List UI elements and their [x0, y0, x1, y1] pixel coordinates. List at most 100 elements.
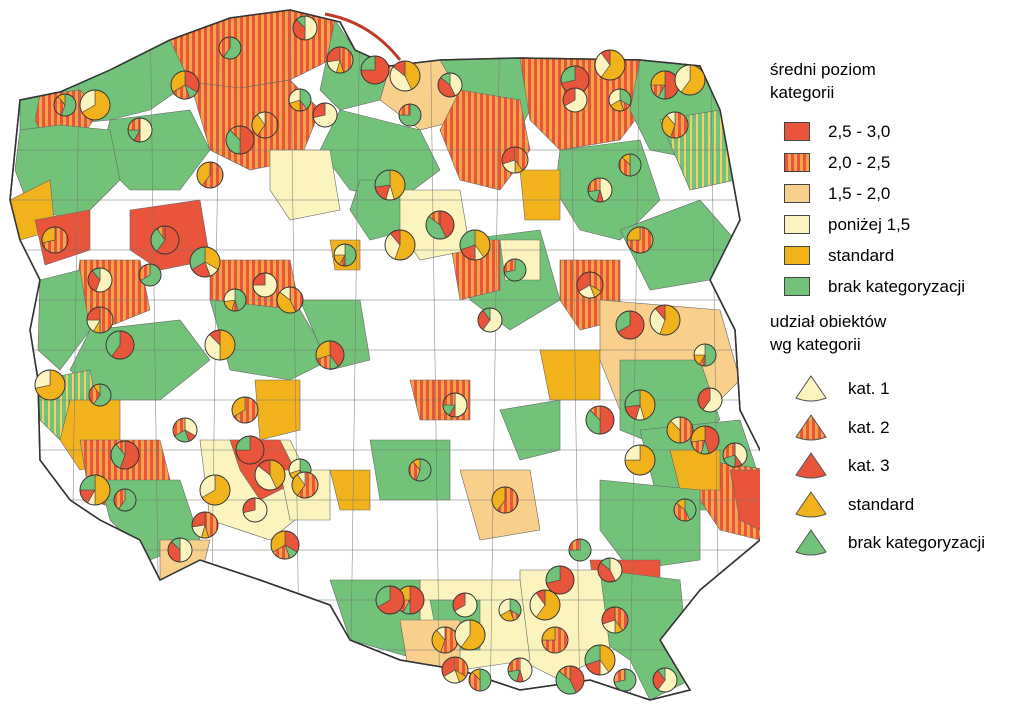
pie-symbol — [649, 304, 681, 336]
pie-symbol — [138, 263, 162, 287]
pie-symbol — [468, 668, 492, 692]
swatch-striped — [784, 153, 810, 172]
pie-symbol — [384, 229, 416, 261]
pie-symbol — [113, 488, 137, 512]
pie-symbol — [398, 103, 422, 127]
swatch-orange — [784, 246, 810, 265]
pie-symbol — [673, 498, 697, 522]
pie-symbol — [690, 425, 720, 455]
pie-symbol — [204, 329, 236, 361]
pie-symbol — [576, 271, 604, 299]
legend-item-brak: brak kategoryzacji — [770, 271, 1020, 302]
pie-symbol — [326, 46, 354, 74]
pie-symbol — [252, 272, 278, 298]
pie-symbol — [501, 146, 529, 174]
pie-symbol — [292, 15, 318, 41]
pie-symbol — [270, 530, 300, 560]
pie-symbol — [491, 486, 519, 514]
pie-symbol — [127, 117, 153, 143]
pie-symbol — [437, 72, 463, 98]
pie-symbol — [86, 306, 114, 334]
legend-item-2-5-3-0: 2,5 - 3,0 — [770, 116, 1020, 147]
pie-symbol — [374, 169, 406, 201]
pie-symbol — [408, 458, 432, 482]
pie-symbol — [498, 598, 522, 622]
legend-item-standard: standard — [770, 240, 1020, 271]
wedge-striped-icon — [795, 413, 827, 441]
pie-symbol — [441, 656, 469, 684]
pie-symbol — [693, 343, 717, 367]
pie-symbol — [568, 538, 592, 562]
swatch-solid-red — [784, 122, 810, 141]
pie-symbol — [276, 286, 304, 314]
pie-symbol — [223, 288, 247, 312]
pie-symbol — [79, 89, 111, 121]
pie-symbol — [360, 55, 390, 85]
pie-symbol — [333, 243, 357, 267]
pie-symbol — [674, 64, 706, 96]
pie-symbol — [87, 267, 113, 293]
region — [254, 379, 301, 441]
legend-item-1-5-2-0: 1,5 - 2,0 — [770, 178, 1020, 209]
pie-symbol — [315, 340, 345, 370]
pie-symbol — [541, 626, 569, 654]
pie-symbol — [560, 65, 590, 95]
wedge-green-icon — [795, 529, 827, 556]
swatch-light-orange — [784, 184, 810, 203]
pie-symbol — [231, 396, 259, 424]
pie-symbol — [652, 667, 678, 693]
swatch-pale-yellow — [784, 215, 810, 234]
legend-item-2-0-2-5: 2,0 - 2,5 — [770, 147, 1020, 178]
legend-item-ponizej-1-5: poniżej 1,5 — [770, 209, 1020, 240]
region — [539, 349, 601, 401]
pie-symbol — [150, 225, 180, 255]
pie-symbol — [585, 405, 615, 435]
pie-symbol — [587, 177, 613, 203]
wedge-orange-icon — [795, 490, 827, 518]
pie-symbol — [584, 644, 616, 676]
pie-symbol — [594, 49, 626, 81]
hel-peninsula — [324, 12, 402, 61]
pie-symbol — [454, 619, 486, 651]
legend-title-share: udział obiektów wg kategorii — [770, 312, 887, 354]
pie-symbol — [389, 60, 421, 92]
pie-symbol — [545, 565, 575, 595]
pie-symbol — [425, 210, 455, 240]
pie-symbol — [254, 459, 286, 491]
pie-symbol — [199, 474, 231, 506]
pie-symbol — [601, 606, 629, 634]
legend-wedge-brak: brak kategoryzacji — [770, 524, 1020, 563]
pie-symbol — [88, 383, 112, 407]
pie-symbol — [452, 592, 478, 618]
pie-symbol — [618, 153, 642, 177]
pie-symbol — [291, 471, 319, 499]
legend-wedge-kat-1: kat. 1 — [770, 370, 1020, 409]
pie-symbol — [597, 557, 623, 583]
pie-symbol — [191, 511, 219, 539]
pie-symbol — [312, 102, 338, 128]
pie-symbol — [251, 111, 279, 139]
pie-symbol — [170, 70, 200, 100]
pie-symbol — [442, 392, 468, 418]
pie-symbol — [503, 258, 527, 282]
pie-symbol — [666, 416, 694, 444]
pie-symbol — [615, 310, 645, 340]
pie-symbol — [562, 87, 588, 113]
pie-symbol — [196, 161, 224, 189]
pie-symbol — [34, 369, 66, 401]
pie-symbol — [608, 88, 632, 112]
swatch-green — [784, 277, 810, 296]
pie-symbol — [661, 111, 689, 139]
pie-symbol — [431, 626, 459, 654]
pie-symbol — [375, 585, 405, 615]
pie-symbol — [477, 307, 503, 333]
pie-symbol — [288, 88, 312, 112]
pie-symbol — [41, 226, 69, 254]
pie-symbol — [697, 387, 723, 413]
region — [599, 479, 701, 571]
pie-symbol — [507, 657, 533, 683]
pie-symbol — [624, 389, 656, 421]
region — [519, 169, 561, 221]
legend-wedge-standard: standard — [770, 486, 1020, 525]
pie-symbol — [235, 435, 265, 465]
